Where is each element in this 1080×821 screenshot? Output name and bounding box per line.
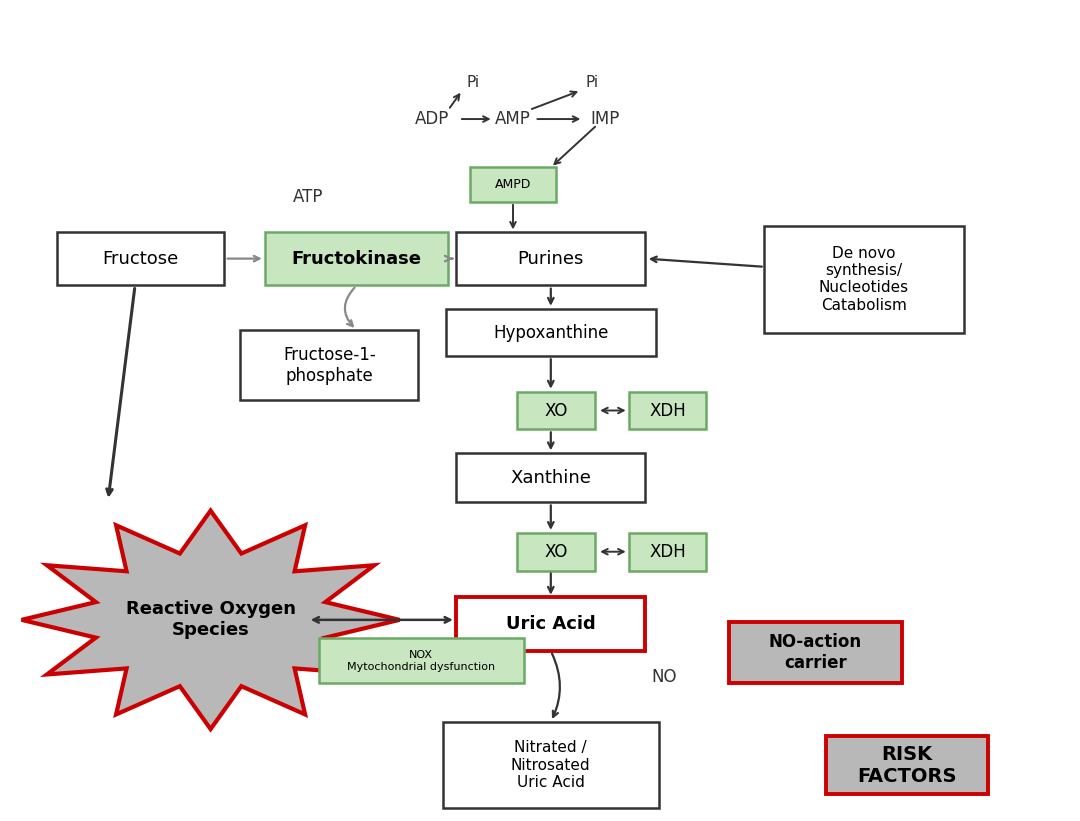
Text: Fructose: Fructose bbox=[103, 250, 178, 268]
Text: AMPD: AMPD bbox=[495, 178, 531, 191]
FancyBboxPatch shape bbox=[517, 533, 595, 571]
Text: RISK
FACTORS: RISK FACTORS bbox=[858, 745, 957, 786]
FancyBboxPatch shape bbox=[826, 736, 988, 794]
Text: XO: XO bbox=[544, 401, 568, 420]
FancyBboxPatch shape bbox=[446, 309, 656, 356]
Text: NOX
Mytochondrial dysfunction: NOX Mytochondrial dysfunction bbox=[347, 650, 496, 672]
FancyBboxPatch shape bbox=[517, 392, 595, 429]
Text: Reactive Oxygen
Species: Reactive Oxygen Species bbox=[125, 600, 296, 640]
Text: NO: NO bbox=[651, 668, 677, 686]
Text: AMP: AMP bbox=[495, 110, 531, 128]
Text: Pi: Pi bbox=[467, 75, 480, 89]
Text: XDH: XDH bbox=[649, 401, 686, 420]
FancyBboxPatch shape bbox=[765, 226, 964, 333]
Text: ATP: ATP bbox=[293, 188, 323, 206]
Polygon shape bbox=[22, 511, 400, 729]
FancyBboxPatch shape bbox=[457, 453, 646, 502]
Text: Fructokinase: Fructokinase bbox=[292, 250, 421, 268]
Text: IMP: IMP bbox=[590, 110, 620, 128]
Text: Uric Acid: Uric Acid bbox=[505, 615, 596, 633]
FancyBboxPatch shape bbox=[457, 232, 646, 285]
Text: Hypoxanthine: Hypoxanthine bbox=[494, 323, 608, 342]
Text: Purines: Purines bbox=[517, 250, 584, 268]
Text: Pi: Pi bbox=[585, 75, 598, 89]
FancyBboxPatch shape bbox=[443, 722, 659, 808]
Text: Fructose-1-
phosphate: Fructose-1- phosphate bbox=[283, 346, 376, 385]
FancyBboxPatch shape bbox=[319, 639, 524, 683]
Text: XDH: XDH bbox=[649, 543, 686, 561]
Text: ADP: ADP bbox=[415, 110, 449, 128]
FancyBboxPatch shape bbox=[457, 598, 646, 650]
FancyBboxPatch shape bbox=[57, 232, 225, 285]
Text: De novo
synthesis/
Nucleotides
Catabolism: De novo synthesis/ Nucleotides Catabolis… bbox=[819, 245, 909, 313]
Text: XO: XO bbox=[544, 543, 568, 561]
Text: Xanthine: Xanthine bbox=[511, 469, 591, 487]
Text: Nitrated /
Nitrosated
Uric Acid: Nitrated / Nitrosated Uric Acid bbox=[511, 741, 591, 790]
FancyBboxPatch shape bbox=[729, 622, 902, 683]
FancyBboxPatch shape bbox=[629, 392, 706, 429]
FancyBboxPatch shape bbox=[240, 330, 418, 400]
Text: NO-action
carrier: NO-action carrier bbox=[769, 633, 862, 672]
FancyBboxPatch shape bbox=[470, 167, 556, 202]
FancyBboxPatch shape bbox=[629, 533, 706, 571]
FancyBboxPatch shape bbox=[265, 232, 448, 285]
